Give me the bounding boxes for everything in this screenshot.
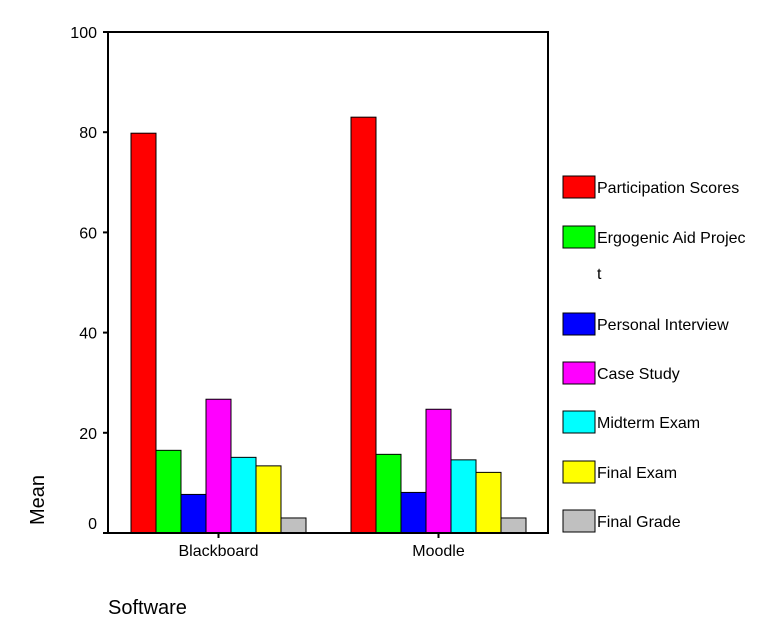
y-axis-title: Mean: [27, 475, 49, 525]
bar-moodle-case-study: [425, 408, 452, 534]
y-tick-label: 100: [70, 25, 97, 42]
legend-item: Case Study: [562, 361, 680, 385]
bar-blackboard-final-grade: [280, 517, 307, 534]
plot-frame: [107, 31, 549, 534]
y-tick-label: 60: [79, 225, 97, 242]
bar-blackboard-midterm-exam: [230, 456, 257, 534]
x-tick-label: Moodle: [412, 543, 465, 560]
legend-label: Participation Scores: [597, 180, 739, 197]
bar-moodle-participation-scores: [350, 116, 377, 534]
x-tick-label: Blackboard: [178, 543, 258, 560]
legend-swatch: [562, 312, 596, 336]
legend-label: Final Exam: [597, 465, 677, 482]
legend-label: Personal Interview: [597, 317, 729, 334]
legend-swatch: [562, 225, 596, 249]
legend-item: Final Exam: [562, 460, 677, 484]
bar-blackboard-participation-scores: [130, 132, 157, 534]
legend-swatch: [562, 410, 596, 434]
legend-label: Midterm Exam: [597, 415, 700, 432]
legend: Participation Scores Ergogenic Aid Projec…: [562, 175, 746, 533]
legend-label: Ergogenic Aid Projec t: [597, 230, 746, 283]
legend-swatch: [562, 460, 596, 484]
bar-moodle-final-exam: [475, 471, 502, 534]
y-tick-label: 0: [88, 516, 97, 533]
y-tick-label: 20: [79, 426, 97, 443]
legend-label: Case Study: [597, 366, 680, 383]
y-tick-label: 80: [79, 125, 97, 142]
y-tick-label: 40: [79, 326, 97, 343]
bar-moodle-personal-interview: [400, 491, 427, 534]
legend-item: Midterm Exam: [562, 410, 700, 434]
legend-item: Ergogenic Aid Projec t: [562, 225, 746, 283]
bars-layer: [130, 116, 527, 534]
legend-swatch: [562, 175, 596, 199]
legend-label: Final Grade: [597, 514, 681, 531]
y-axis: 0 20 40 60 80 100: [70, 25, 108, 534]
legend-swatch: [562, 509, 596, 533]
bar-moodle-midterm-exam: [450, 459, 477, 534]
x-axis-title: Software: [108, 597, 187, 619]
bar-blackboard-case-study: [205, 398, 232, 534]
bar-moodle-ergogenic-aid-project: [375, 453, 402, 534]
bar-blackboard-personal-interview: [180, 493, 207, 534]
bar-moodle-final-grade: [500, 517, 527, 534]
bar-blackboard-ergogenic-aid-project: [155, 449, 182, 534]
x-axis: Blackboard Moodle: [178, 533, 465, 560]
legend-item: Personal Interview: [562, 312, 729, 336]
legend-item: Final Grade: [562, 509, 681, 533]
legend-swatch: [562, 361, 596, 385]
legend-item: Participation Scores: [562, 175, 739, 199]
bar-blackboard-final-exam: [255, 465, 282, 534]
